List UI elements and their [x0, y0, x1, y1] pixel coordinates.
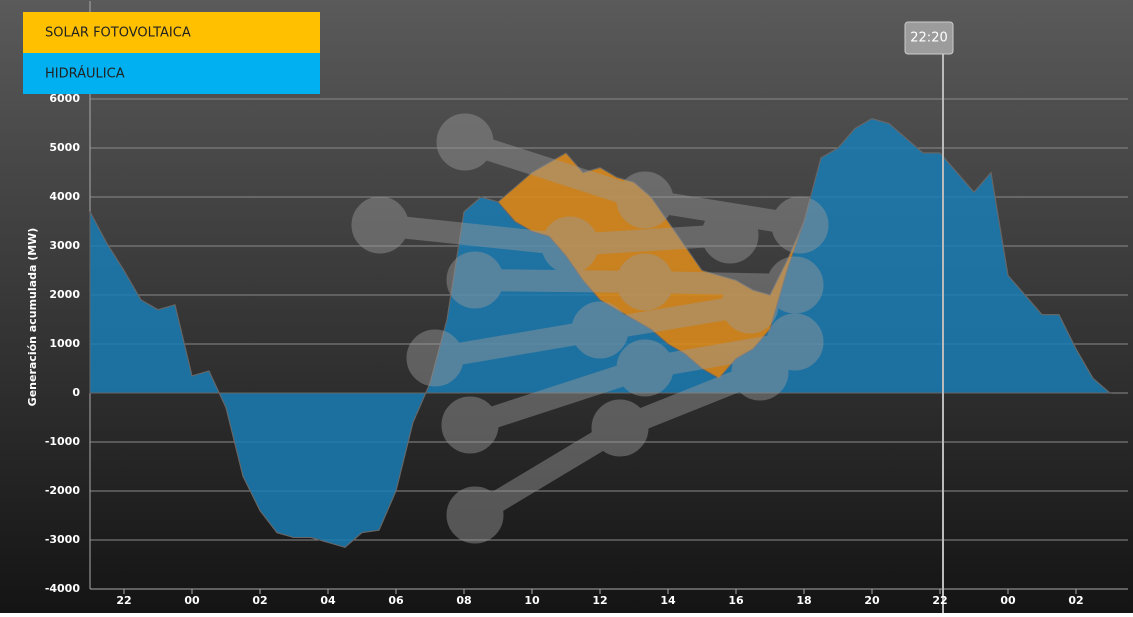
y-tick-label: 0 [72, 386, 80, 399]
x-tick-label: 20 [864, 594, 880, 607]
x-tick-label: 12 [592, 594, 607, 607]
y-tick-label: -1000 [45, 435, 81, 448]
legend-label: HIDRÁULICA [45, 66, 125, 82]
legend-label: SOLAR FOTOVOLTAICA [45, 26, 191, 41]
plot-area [89, 1, 1128, 590]
cursor-tooltip [904, 21, 954, 55]
x-tick-label: 18 [796, 594, 811, 607]
y-tick-label: 2000 [49, 288, 80, 301]
legend-swatch [23, 12, 320, 53]
y-axis-label: Generación acumulada (MW) [26, 228, 39, 407]
x-tick-label: 06 [388, 594, 404, 607]
watermark [351, 113, 829, 544]
x-tick-label: 02 [252, 594, 267, 607]
y-tick-label: 5000 [49, 141, 80, 154]
x-tick-label: 08 [456, 594, 471, 607]
y-tick-label: 4000 [49, 190, 80, 203]
x-tick-label: 04 [320, 594, 336, 607]
y-tick-label: -2000 [45, 484, 81, 497]
x-tick-label: 22 [932, 594, 947, 607]
x-tick-label: 14 [660, 594, 676, 607]
y-tick-label: 3000 [49, 239, 80, 252]
x-tick-label: 22 [116, 594, 131, 607]
y-tick-label: 6000 [49, 92, 80, 105]
x-tick-label: 16 [728, 594, 744, 607]
y-tick-label: -3000 [45, 533, 81, 546]
x-tick-label: 00 [1000, 594, 1016, 607]
y-tick-label: -4000 [45, 582, 81, 595]
cursor-label: 22:20 [910, 31, 947, 46]
y-tick-label: 1000 [49, 337, 80, 350]
area [89, 118, 1111, 548]
x-tick-label: 10 [524, 594, 540, 607]
legend-swatch [23, 53, 320, 94]
x-tick-label: 00 [184, 594, 200, 607]
x-tick-label: 02 [1068, 594, 1083, 607]
